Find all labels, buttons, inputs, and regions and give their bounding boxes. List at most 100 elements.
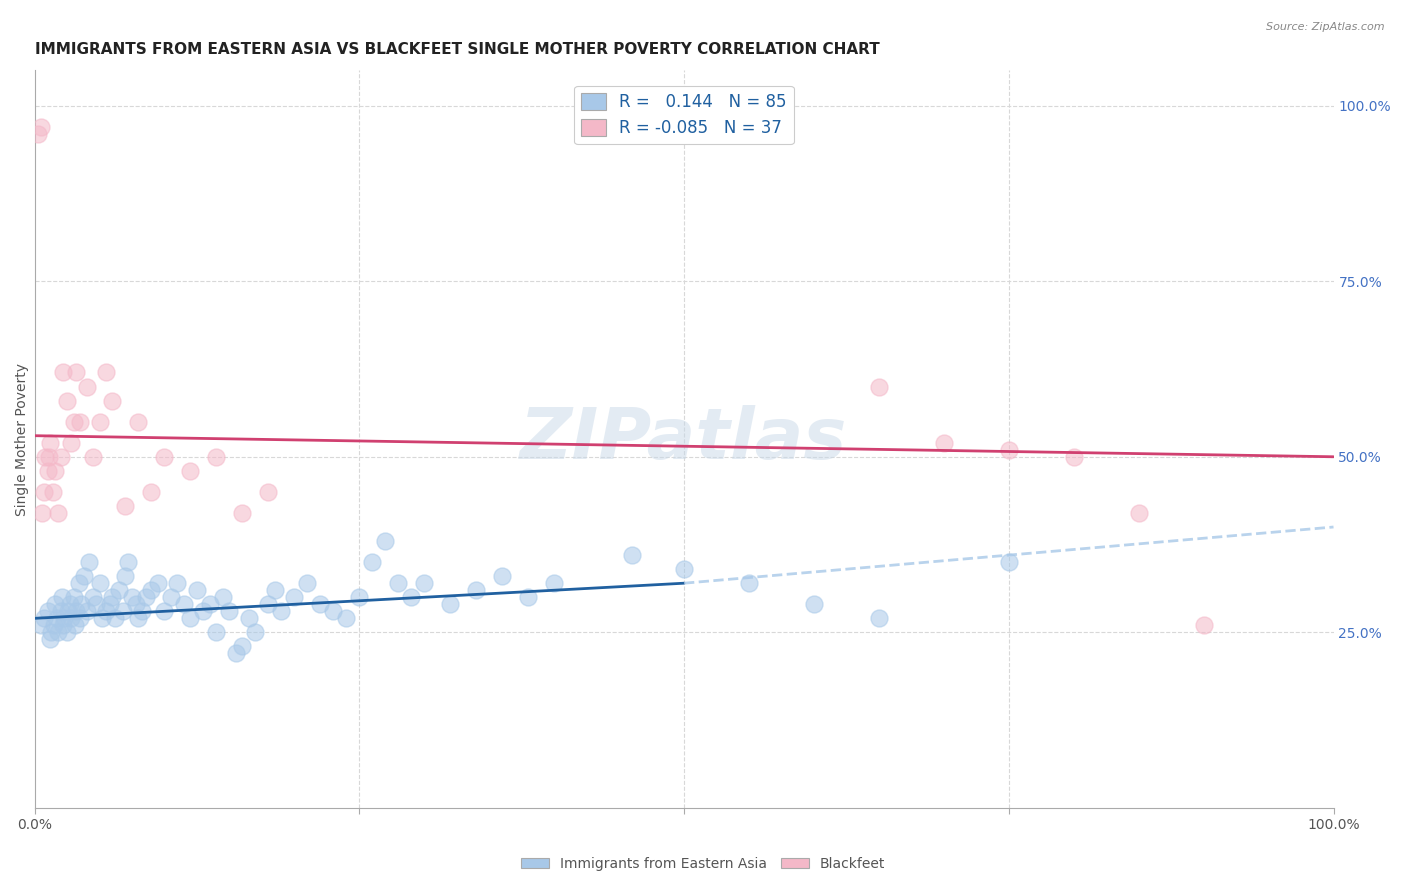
Point [257,597,280,611]
Point [39,435,62,450]
Point [46,625,69,640]
Point [101,393,124,408]
Point [101,591,124,605]
Point [868,611,890,625]
Point [193,604,215,618]
Point [205,450,228,464]
Point [32,611,55,625]
Point [283,591,305,605]
Point [997,555,1019,569]
Point [42,484,65,499]
Point [1128,506,1150,520]
Point [932,435,955,450]
Point [335,611,357,625]
Point [63,618,86,632]
Point [84,597,107,611]
Point [387,576,409,591]
Point [399,591,422,605]
Text: IMMIGRANTS FROM EASTERN ASIA VS BLACKFEET SINGLE MOTHER POVERTY CORRELATION CHAR: IMMIGRANTS FROM EASTERN ASIA VS BLACKFEE… [35,42,879,57]
Point [56,393,79,408]
Point [82,450,104,464]
Point [439,597,461,611]
Point [322,604,344,618]
Point [212,591,235,605]
Point [160,591,183,605]
Point [621,548,644,562]
Point [225,647,247,661]
Point [32,484,55,499]
Point [186,583,208,598]
Point [94,604,117,618]
Point [465,583,488,598]
Point [59,435,82,450]
Point [146,576,169,591]
Point [125,597,148,611]
Point [44,464,66,478]
Point [89,415,111,429]
Point [263,583,285,598]
Point [868,379,890,393]
Point [98,597,121,611]
Point [231,506,253,520]
Legend: R =   0.144   N = 85, R = -0.085   N = 37: R = 0.144 N = 85, R = -0.085 N = 37 [575,87,793,145]
Point [166,576,188,591]
Point [59,611,82,625]
Point [82,591,104,605]
Point [104,611,127,625]
Point [198,597,221,611]
Point [257,484,280,499]
Point [91,611,114,625]
Point [46,506,69,520]
Point [41,625,63,640]
Point [1063,450,1085,464]
Point [127,415,149,429]
Point [38,450,60,464]
Point [179,464,201,478]
Point [135,591,157,605]
Point [121,591,143,605]
Point [70,597,93,611]
Legend: Immigrants from Eastern Asia, Blackfeet: Immigrants from Eastern Asia, Blackfeet [516,851,890,876]
Point [37,604,59,618]
Point [309,597,332,611]
Point [738,576,761,591]
Point [153,604,176,618]
Point [45,611,67,625]
Point [173,597,195,611]
Point [65,366,87,380]
Point [49,604,72,618]
Point [51,591,73,605]
Point [76,604,98,618]
Point [52,618,75,632]
Point [94,366,117,380]
Point [37,464,59,478]
Point [141,583,163,598]
Point [114,499,136,513]
Point [141,484,163,499]
Point [374,534,396,549]
Point [205,625,228,640]
Point [89,576,111,591]
Point [1192,618,1215,632]
Text: ZIPatlas: ZIPatlas [520,405,848,474]
Point [491,569,513,583]
Point [31,506,53,520]
Point [58,604,80,618]
Point [413,576,436,591]
Point [543,576,565,591]
Point [76,379,98,393]
Point [349,591,371,605]
Point [153,450,176,464]
Point [65,604,87,618]
Point [131,604,153,618]
Point [238,611,260,625]
Point [69,611,91,625]
Point [297,576,319,591]
Y-axis label: Single Mother Poverty: Single Mother Poverty [15,363,30,516]
Point [52,366,75,380]
Point [108,583,131,598]
Point [179,611,201,625]
Point [270,604,292,618]
Point [62,415,84,429]
Point [59,597,82,611]
